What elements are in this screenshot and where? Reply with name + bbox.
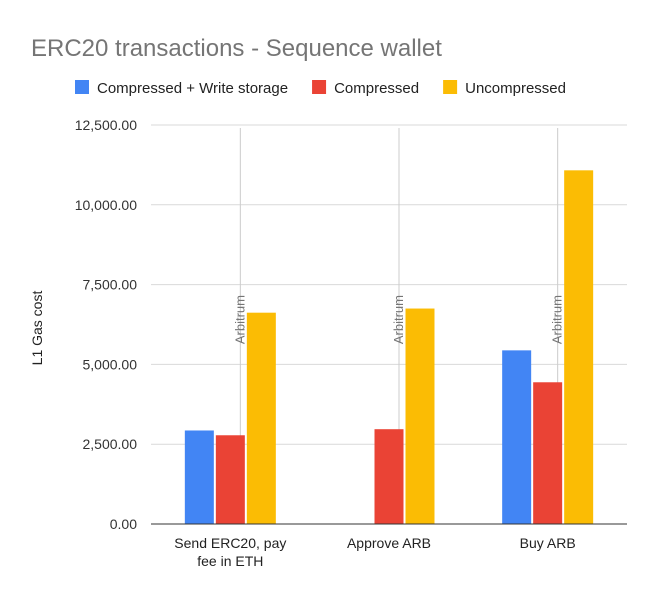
legend-label: Compressed [334,80,419,97]
x-tick-label: fee in ETH [197,553,263,569]
legend-label: Compressed + Write storage [97,80,288,97]
y-axis-label: L1 Gas cost [29,291,45,366]
y-tick-label: 10,000.00 [75,197,137,213]
annotation-label: Arbitrum [232,295,247,344]
annotation-label: Arbitrum [391,295,406,344]
bar [502,350,532,524]
bar [215,435,245,524]
legend-label: Uncompressed [465,80,566,97]
legend-swatch [312,80,327,94]
y-tick-label: 2,500.00 [83,436,138,452]
x-tick-label: Approve ARB [347,535,431,551]
legend-swatch [443,80,458,94]
y-tick-label: 7,500.00 [83,277,138,293]
x-axis-labels: Send ERC20, pay fee in ETH Approve ARB Buy … [174,535,575,569]
bar [564,170,594,524]
x-tick-label: Send ERC20, pay [174,535,286,551]
bar [184,430,214,524]
bars [184,170,594,524]
bar [405,308,435,524]
annotation-label: Arbitrum [550,295,565,344]
legend-swatch [75,80,89,94]
chart-title: ERC20 transactions - Sequence wallet [31,35,442,62]
x-tick-label: Buy ARB [520,535,576,551]
bar [374,429,404,524]
legend: Compressed + Write storage Compressed Unco… [75,80,566,97]
bar [246,312,276,524]
y-tick-label: 5,000.00 [83,356,138,372]
y-tick-label: 12,500.00 [75,117,137,133]
bar [533,382,563,524]
y-axis-ticks: 0.00 2,500.00 5,000.00 7,500.00 10,000.00 12,… [75,117,138,532]
y-tick-label: 0.00 [110,516,137,532]
